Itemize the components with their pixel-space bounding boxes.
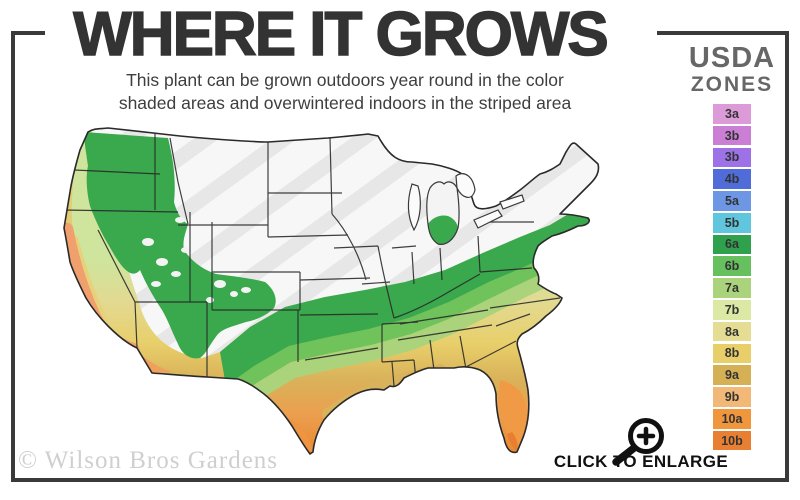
legend-zone-10b: 10b [713, 430, 751, 451]
legend-heading-zones: ZONES [690, 73, 774, 96]
mountain-west-green-region [84, 132, 276, 359]
legend-zone-label: 7b [724, 302, 740, 317]
legend-zone-label: 6b [724, 259, 740, 274]
florida-tip-deep-orange [507, 432, 518, 452]
legend-zone-8b: 8b [713, 343, 751, 364]
legend-zone-3a: 3a [713, 104, 751, 124]
legend-zones: 3a 3b 3b 4b 5a 5b 6a 6b 7a 7b 8a 8b 9a 9b 10a 10b [676, 104, 788, 453]
state-boundaries [64, 134, 561, 387]
legend-zone-3b: 3b [713, 125, 751, 146]
legend-zone-3b: 3b [713, 147, 751, 168]
frame-top-right-segment [657, 31, 789, 35]
legend-zone-7a: 7a [713, 278, 751, 298]
legend-zone-10a: 10a [713, 408, 751, 429]
legend-zone-label: 9a [725, 368, 739, 383]
legend-zone-label: 6a [725, 237, 739, 252]
florida-orange-region [498, 380, 527, 452]
legend-zone-label: 10b [721, 433, 743, 448]
great-lakes [407, 173, 525, 232]
page-subtitle: This plant can be grown outdoors year ro… [40, 69, 650, 115]
legend-zone-6b: 6b [713, 256, 751, 277]
legend-zone-9b: 9b [713, 387, 751, 407]
legend-zone-label: 3a [725, 106, 739, 121]
legend-zone-8a: 8a [713, 321, 751, 342]
mountain-white-pockets [142, 217, 251, 303]
legend-zone-9a: 9a [713, 365, 751, 385]
legend-zone-label: 8a [725, 324, 739, 339]
us-zone-map[interactable] [60, 122, 602, 457]
us-outline [63, 127, 600, 455]
lake-ontario [499, 194, 525, 210]
legend-heading-usda: USDA [688, 42, 776, 74]
legend-heading: USDA ZONES [676, 42, 788, 97]
legend-zone-4b: 4b [713, 169, 751, 189]
lake-huron [455, 173, 476, 198]
legend-zone-7b: 7b [713, 300, 751, 320]
frame-right-edge [785, 31, 789, 482]
legend-zone-5b: 5b [713, 212, 751, 233]
page-title: WHERE IT GROWS [73, 0, 610, 69]
magnifier-zoom-icon[interactable] [600, 406, 672, 468]
click-to-enlarge-button[interactable]: CLICK TO ENLARGE [553, 452, 729, 471]
michigan-mitten-green [428, 215, 458, 245]
frame-left-edge [11, 31, 15, 482]
legend-zone-label: 4b [724, 172, 740, 187]
legend-zone-label: 10a [721, 411, 743, 426]
lake-michigan [407, 183, 421, 232]
frame-top-left-segment [11, 31, 45, 35]
lake-erie [473, 209, 503, 229]
legend-zone-label: 3b [724, 128, 740, 143]
legend-zone-label: 9b [724, 389, 740, 404]
zone6a-band [220, 194, 597, 386]
subtitle-line-1: This plant can be grown outdoors year ro… [126, 70, 564, 90]
legend-zone-label: 8b [724, 346, 740, 361]
legend-zone-label: 5a [725, 193, 739, 208]
legend-zone-label: 3b [724, 150, 740, 165]
us-map-svg [63, 127, 600, 455]
watermark: © Wilson Bros Gardens [18, 447, 279, 474]
frame-bottom-edge [11, 478, 789, 482]
subtitle-line-2: shaded areas and overwintered indoors in… [118, 93, 572, 114]
legend-zone-label: 5b [724, 215, 740, 230]
legend-zone-6a: 6a [713, 234, 751, 255]
south-texas-orange-region [288, 418, 313, 452]
arizona-south-orange-blob [138, 350, 172, 373]
legend-zone-label: 7a [725, 281, 739, 296]
michigan-mitten-outline [426, 181, 460, 245]
legend-zone-5a: 5a [713, 191, 751, 211]
